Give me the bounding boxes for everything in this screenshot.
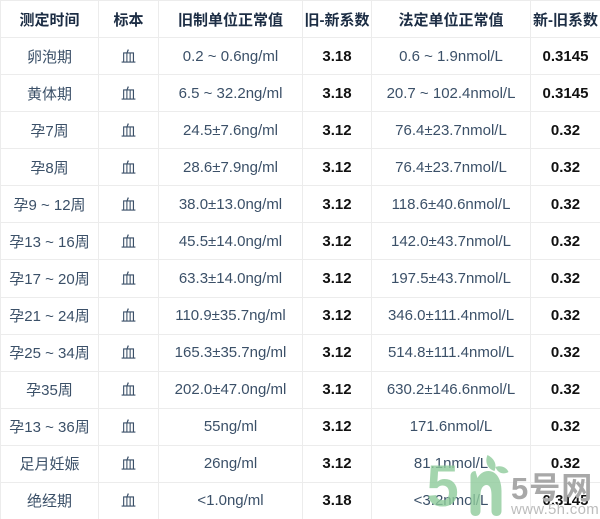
svg-text:5: 5 — [427, 455, 459, 519]
